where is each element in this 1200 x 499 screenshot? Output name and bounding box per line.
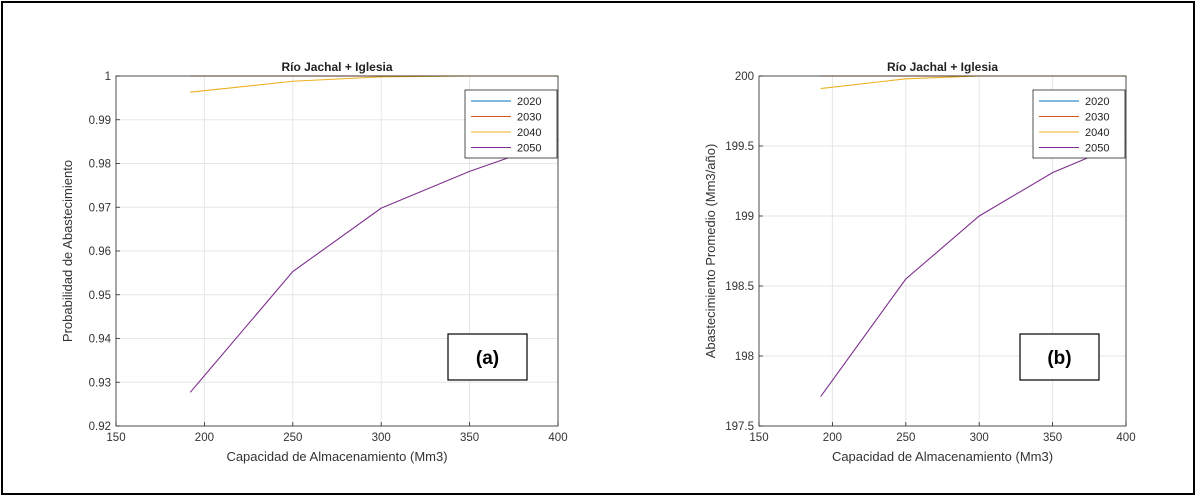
y-tick-label: 0.93: [89, 377, 111, 389]
legend-label-2050: 2050: [1085, 143, 1109, 155]
y-tick-label: 0.99: [89, 115, 111, 127]
legend-label-2030: 2030: [517, 112, 541, 124]
legend-label-2030: 2030: [1085, 112, 1109, 124]
legend-label-2040: 2040: [1085, 127, 1109, 139]
x-tick-label: 400: [1116, 432, 1135, 444]
x-tick-label: 350: [460, 432, 479, 444]
y-tick-label: 198.5: [725, 281, 754, 293]
y-tick-label: 200: [735, 71, 754, 83]
x-tick-label: 200: [195, 432, 214, 444]
legend-label-2050: 2050: [517, 143, 541, 155]
legend: 2020 2030 2040 2050: [1032, 89, 1126, 159]
y-tick-label: 197.5: [725, 421, 754, 433]
chart-b: 150 200 250 300 350 400 197.5 198 198.5 199 199.5 2…: [703, 60, 1136, 464]
series-line-2050: [189, 139, 559, 393]
legend-label-2040: 2040: [517, 127, 541, 139]
x-tick-label: 200: [823, 432, 842, 444]
series-line-2050: [820, 141, 1127, 397]
panel-label: (a): [476, 348, 499, 369]
y-tick-label: 0.94: [89, 334, 112, 346]
legend-label-2020: 2020: [517, 96, 541, 108]
y-tick-label: 0.98: [89, 159, 111, 171]
x-tick-label: 400: [548, 432, 567, 444]
chart-title: Río Jachal + Iglesia: [281, 60, 392, 74]
y-tick-label: 0.95: [89, 290, 111, 302]
x-tick-label: 250: [896, 432, 915, 444]
chart-title: Río Jachal + Iglesia: [887, 60, 998, 74]
legend-label-2020: 2020: [1085, 96, 1109, 108]
y-axis-label: Abastecimiento Promedio (Mm3/año): [703, 144, 718, 359]
legend: 2020 2030 2040 2050: [464, 89, 558, 159]
y-tick-label: 0.96: [89, 246, 111, 258]
y-tick-label: 199: [735, 211, 754, 223]
x-tick-label: 250: [283, 432, 302, 444]
x-tick-label: 150: [106, 432, 125, 444]
x-axis-label: Capacidad de Almacenamiento (Mm3): [832, 449, 1053, 464]
y-axis-label: Probabilidad de Abastecimiento: [60, 160, 75, 342]
x-tick-label: 300: [970, 432, 989, 444]
panel-label-box: [1019, 333, 1100, 381]
axes-box: [758, 75, 1127, 427]
panel-label: (b): [1047, 348, 1071, 369]
panel-label-box: [447, 333, 528, 381]
x-tick-label: 150: [749, 432, 768, 444]
y-tick-label: 198: [735, 351, 754, 363]
chart-a: 150 200 250 300 350 400 0.92 0.93 0.94 0.95 0.96 0.…: [60, 60, 568, 464]
y-tick-label: 199.5: [725, 141, 754, 153]
y-tick-label: 0.97: [89, 202, 111, 214]
x-axis-label: Capacidad de Almacenamiento (Mm3): [226, 449, 447, 464]
y-tick-label: 1: [105, 71, 111, 83]
x-tick-label: 350: [1043, 432, 1062, 444]
x-tick-label: 300: [372, 432, 391, 444]
y-tick-label: 0.92: [89, 421, 111, 433]
